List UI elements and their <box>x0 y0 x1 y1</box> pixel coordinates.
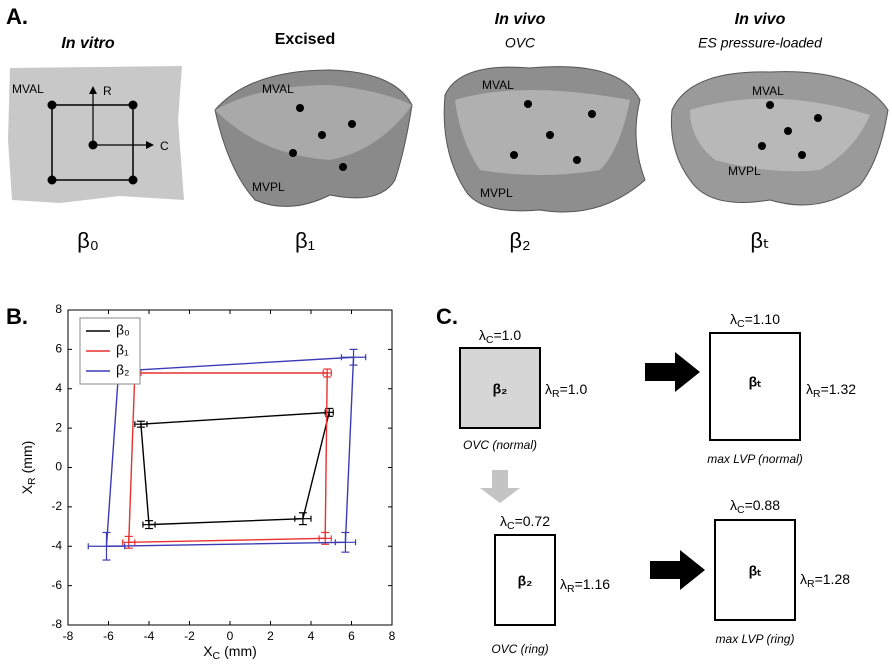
y-tick-label: -8 <box>51 617 62 631</box>
box-state: β₂ <box>518 573 533 589</box>
lambda-c: λC=1.10 <box>730 311 780 330</box>
lambda-r: λR=1.32 <box>806 381 856 400</box>
x-axis-label-part: C <box>213 650 221 662</box>
state-label: β₂ <box>509 228 530 253</box>
y-tick-label: 0 <box>55 460 62 474</box>
lambda-r-part: λ <box>560 576 567 592</box>
lambda-r: λR=1.0 <box>545 381 587 400</box>
region-label: MVPL <box>728 164 761 178</box>
legend-label: β₁ <box>116 342 129 358</box>
lambda-c: λC=0.88 <box>730 497 780 516</box>
lambda-c-part: =0.88 <box>745 497 781 513</box>
y-tick-label: 6 <box>55 342 62 356</box>
lambda-c-part: λ <box>730 497 737 513</box>
y-tick-label: 2 <box>55 420 62 434</box>
lambda-c-part: λ <box>730 311 737 327</box>
state-label: β₁ <box>295 228 315 253</box>
panel-subtitle: ES pressure-loaded <box>698 35 823 51</box>
lambda-r-part: λ <box>545 381 552 397</box>
lambda-r-part: =1.0 <box>560 381 588 397</box>
lambda-c-part: =1.0 <box>493 327 521 343</box>
y-tick-label: 4 <box>55 381 62 395</box>
y-tick-label: -6 <box>51 578 62 592</box>
x-tick-label: -8 <box>63 629 74 643</box>
region-label: C <box>160 139 169 153</box>
panel-label: A. <box>6 4 28 29</box>
panel-label: B. <box>6 304 28 329</box>
box-caption: max LVP (ring) <box>716 632 795 646</box>
lambda-r: λR=1.28 <box>800 571 850 590</box>
box-caption: OVC (normal) <box>463 438 537 452</box>
region-label: MVAL <box>262 82 294 96</box>
panel-label: C. <box>436 304 458 329</box>
legend-label: β₂ <box>116 362 130 378</box>
lambda-r-part: =1.16 <box>575 576 611 592</box>
panel-title: In vivo <box>735 11 786 28</box>
panel-title: In vitro <box>61 35 115 52</box>
lambda-c-part: λ <box>479 327 486 343</box>
state-label: β₀ <box>77 228 99 253</box>
lambda-c-part: =1.10 <box>745 311 781 327</box>
region-label: R <box>103 84 112 98</box>
region-label: MVAL <box>752 84 784 98</box>
lambda-c-part: λ <box>500 513 507 529</box>
y-tick-label: 8 <box>55 302 62 316</box>
lambda-r-part: λ <box>806 381 813 397</box>
box-caption: max LVP (normal) <box>707 452 803 466</box>
lambda-c: λC=0.72 <box>500 513 550 532</box>
box-state: βₜ <box>749 374 762 390</box>
x-tick-label: -6 <box>103 629 114 643</box>
x-tick-label: 4 <box>308 629 315 643</box>
x-tick-label: 2 <box>267 629 274 643</box>
region-label: MVAL <box>12 82 44 96</box>
panel-title: Excised <box>275 31 335 48</box>
box-state: β₂ <box>493 381 508 397</box>
region-label: MVPL <box>252 180 285 194</box>
region-label: MVPL <box>480 186 513 200</box>
x-tick-label: 0 <box>227 629 234 643</box>
box-state: βₜ <box>749 563 762 579</box>
ovc-surface <box>455 90 630 175</box>
state-label: βₜ <box>750 228 769 253</box>
x-tick-label: -4 <box>144 629 155 643</box>
lambda-r-part: =1.28 <box>815 571 851 587</box>
y-axis-label-part: R <box>26 477 38 485</box>
panel-subtitle: OVC <box>505 35 536 51</box>
x-tick-label: 6 <box>348 629 355 643</box>
x-tick-label: 8 <box>389 629 396 643</box>
x-tick-label: -2 <box>184 629 195 643</box>
legend-label: β₀ <box>116 322 130 338</box>
y-axis-label: XR(mm) <box>19 441 38 495</box>
lambda-r-part: λ <box>800 571 807 587</box>
box-caption: OVC (ring) <box>491 642 548 656</box>
y-tick-label: -4 <box>51 538 62 552</box>
region-label: MVAL <box>482 78 514 92</box>
lambda-c: λC=1.0 <box>479 327 521 346</box>
arrow <box>480 470 520 503</box>
lambda-c-part: =0.72 <box>515 513 551 529</box>
lambda-r-part: =1.32 <box>821 381 857 397</box>
arrow <box>650 550 705 590</box>
panel-title: In vivo <box>495 11 546 28</box>
arrow <box>645 352 700 392</box>
x-axis-label-part: (mm) <box>224 643 257 659</box>
lambda-r: λR=1.16 <box>560 576 610 595</box>
figure: A. In vitro MVAL R Cβ₀ Excised MVAL MVPL β₁ In vi… <box>0 0 892 668</box>
y-tick-label: -2 <box>51 499 62 513</box>
y-axis-label-part: (mm) <box>19 441 35 474</box>
x-axis-label: XC(mm) <box>203 643 257 662</box>
